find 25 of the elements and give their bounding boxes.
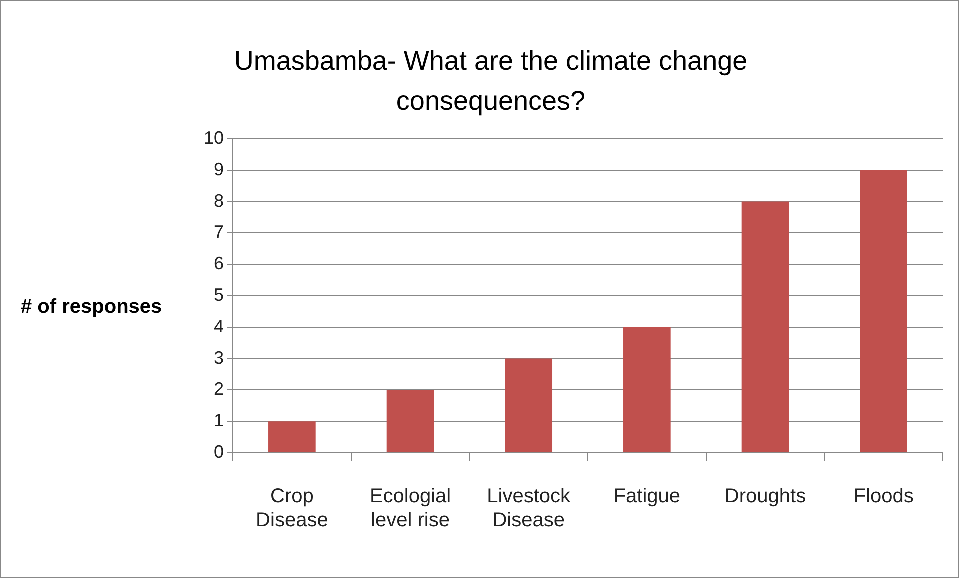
y-tick-label: 10 [204, 128, 224, 148]
y-tick-label: 5 [214, 284, 224, 305]
y-tick-label: 3 [214, 348, 224, 368]
y-tick-label: 7 [214, 222, 224, 242]
x-tick-label: Livestock Disease [487, 486, 572, 532]
bar [742, 202, 790, 452]
x-tick-label: Droughts [724, 486, 806, 508]
bar [860, 170, 908, 452]
y-tick-label: 6 [214, 254, 224, 274]
x-tick-label: Floods [854, 486, 914, 508]
x-tick-label: Ecologial level rise [370, 486, 452, 532]
bar [505, 358, 553, 452]
chart-title: Umasbamba- What are the climate change consequences? [233, 45, 749, 118]
y-tick-label: 9 [214, 159, 224, 180]
y-tick-label: 1 [214, 410, 224, 431]
x-tick-label: Fatigue [614, 486, 681, 508]
y-tick-label: 4 [214, 316, 224, 336]
bar [624, 327, 671, 452]
y-tick-label: 0 [214, 442, 224, 462]
bar [386, 390, 434, 452]
y-tick-label: 2 [214, 379, 224, 400]
y-tick-label: 8 [214, 190, 224, 211]
y-axis-title: # of responses [21, 296, 162, 319]
x-tick-label: Crop Disease [256, 486, 328, 532]
bar [268, 422, 316, 452]
